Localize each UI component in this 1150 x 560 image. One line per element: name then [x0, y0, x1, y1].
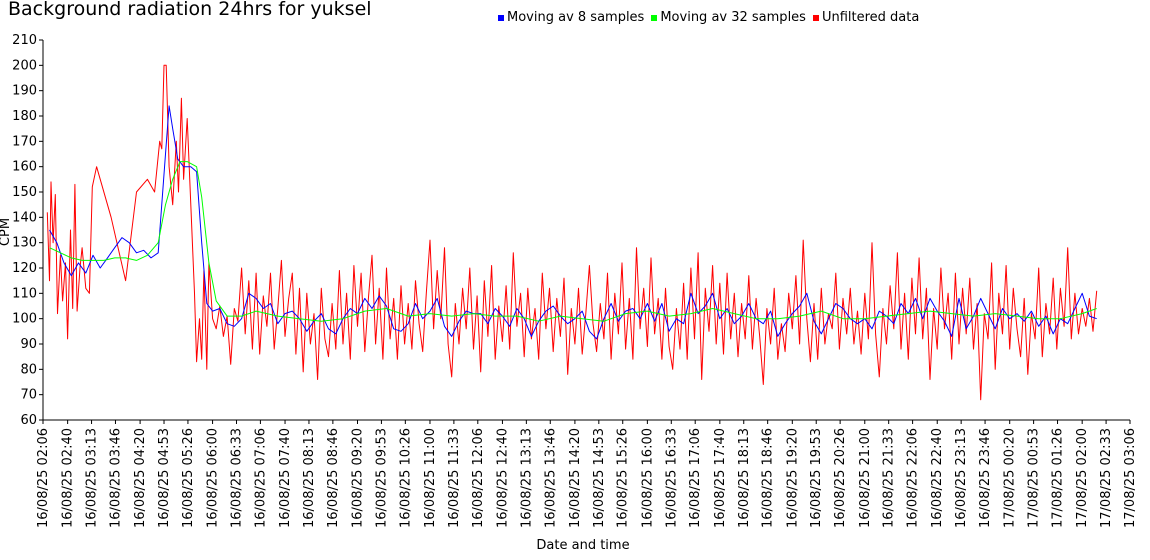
- legend-label-moving-av-8: Moving av 8 samples: [507, 10, 645, 25]
- series-line-0: [49, 105, 1097, 340]
- x-tick-label: 17/08/25 03:06: [1123, 428, 1138, 528]
- x-tick-label: 16/08/25 02:40: [61, 428, 76, 528]
- legend-swatch-blue: [498, 14, 504, 21]
- x-tick-label: 16/08/25 17:40: [713, 428, 728, 528]
- x-tick-label: 16/08/25 08:13: [302, 428, 317, 528]
- series-line-2: [46, 64, 1098, 401]
- x-tick-label: 16/08/25 12:40: [495, 428, 510, 528]
- legend: Moving av 8 samples Moving av 32 samples…: [498, 10, 919, 25]
- x-tick-label: 16/08/25 13:13: [519, 428, 534, 528]
- x-tick-label: 17/08/25 01:26: [1051, 428, 1066, 528]
- x-tick-label: 16/08/25 07:40: [278, 428, 293, 528]
- x-tick-label: 16/08/25 10:26: [398, 428, 413, 528]
- x-tick-label: 16/08/25 04:53: [157, 428, 172, 528]
- x-tick-label: 16/08/25 21:00: [858, 428, 873, 528]
- y-tick-label: 210: [12, 33, 37, 48]
- x-tick-label: 16/08/25 08:46: [326, 428, 341, 528]
- x-tick-label: 16/08/25 14:20: [568, 428, 583, 528]
- series-line-1: [49, 161, 1097, 322]
- x-tick-label: 17/08/25 02:33: [1099, 428, 1114, 528]
- x-tick-label: 16/08/25 17:06: [688, 428, 703, 528]
- chart-title: Background radiation 24hrs for yuksel: [8, 0, 372, 20]
- x-tick-label: 16/08/25 15:26: [616, 428, 631, 528]
- y-tick-label: 110: [12, 286, 37, 301]
- x-tick-label: 16/08/25 14:53: [592, 428, 607, 528]
- y-tick-label: 140: [12, 210, 37, 225]
- y-tick-label: 150: [12, 185, 37, 200]
- y-tick-label: 180: [12, 109, 37, 124]
- x-tick-label: 16/08/25 19:53: [809, 428, 824, 528]
- x-tick-label: 16/08/25 23:13: [954, 428, 969, 528]
- x-axis-label: Date and time: [536, 538, 629, 553]
- y-tick-label: 90: [20, 337, 37, 352]
- series-layer: [46, 64, 1098, 401]
- x-tick-label: 16/08/25 21:33: [882, 428, 897, 528]
- legend-swatch-green: [651, 14, 658, 21]
- x-tick-label: 17/08/25 00:20: [1003, 428, 1018, 528]
- x-tick-label: 16/08/25 03:46: [108, 428, 123, 528]
- y-tick-label: 170: [12, 134, 37, 149]
- y-axis-label: CPM: [0, 218, 13, 246]
- x-tick-label: 16/08/25 06:00: [206, 428, 221, 528]
- x-tick-label: 16/08/25 22:40: [930, 428, 945, 528]
- x-tick-label: 16/08/25 04:20: [133, 428, 148, 528]
- y-tick-label: 120: [12, 261, 37, 276]
- y-tick-label: 60: [20, 413, 37, 428]
- legend-label-moving-av-32: Moving av 32 samples: [660, 10, 806, 25]
- legend-entry-unfiltered: Unfiltered data: [812, 10, 920, 25]
- x-tick-label: 16/08/25 11:33: [447, 428, 462, 528]
- x-tick-label: 16/08/25 13:46: [543, 428, 558, 528]
- legend-label-unfiltered: Unfiltered data: [821, 10, 920, 25]
- y-tick-label: 160: [12, 160, 37, 175]
- y-tick-label: 70: [20, 388, 37, 403]
- x-tick-label: 16/08/25 23:46: [978, 428, 993, 528]
- x-tick-label: 16/08/25 16:33: [664, 428, 679, 528]
- x-tick-label: 16/08/25 11:00: [423, 428, 438, 528]
- x-tick-label: 16/08/25 20:26: [833, 428, 848, 528]
- x-tick-label: 16/08/25 09:20: [351, 428, 366, 528]
- x-tick-label: 17/08/25 00:53: [1027, 428, 1042, 528]
- y-tick-label: 80: [20, 362, 37, 377]
- x-tick-label: 16/08/25 18:46: [761, 428, 776, 528]
- y-tick-label: 200: [12, 58, 37, 73]
- x-tick-label: 16/08/25 22:06: [906, 428, 921, 528]
- x-tick-label: 16/08/25 19:20: [785, 428, 800, 528]
- x-tick-label: 16/08/25 06:33: [229, 428, 244, 528]
- x-tick-label: 16/08/25 02:06: [36, 428, 51, 528]
- x-tick-label: 17/08/25 02:00: [1075, 428, 1090, 528]
- y-tick-label: 100: [12, 312, 37, 327]
- x-tick-label: 16/08/25 05:26: [181, 428, 196, 528]
- x-tick-label: 16/08/25 18:13: [737, 428, 752, 528]
- legend-entry-moving-av-8: Moving av 8 samples: [498, 10, 644, 25]
- axes: 60 70 80 90 100 110 120 130 140 150 160 170 180 190 20…: [12, 33, 1138, 528]
- y-tick-label: 130: [12, 236, 37, 251]
- x-tick-label: 16/08/25 03:13: [85, 428, 100, 528]
- x-tick-label: 16/08/25 16:00: [640, 428, 655, 528]
- legend-entry-moving-av-32: Moving av 32 samples: [651, 10, 806, 25]
- legend-swatch-red: [812, 14, 819, 21]
- x-tick-label: 16/08/25 07:06: [253, 428, 268, 528]
- x-tick-label: 16/08/25 09:53: [374, 428, 389, 528]
- x-tick-label: 16/08/25 12:06: [471, 428, 486, 528]
- y-tick-label: 190: [12, 84, 37, 99]
